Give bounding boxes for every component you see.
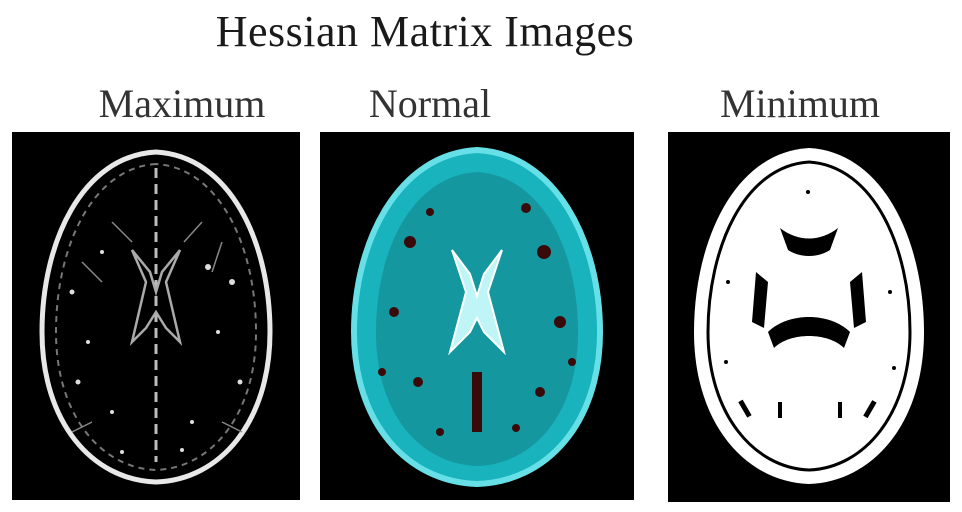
panel-label-maximum: Maximum [98, 81, 266, 126]
panel-label-normal: Normal [368, 81, 492, 126]
normal-brain-image [320, 132, 634, 500]
minimum-brain-image [668, 132, 950, 502]
maximum-image-panel [12, 132, 300, 500]
normal-image-panel [320, 132, 634, 500]
panel-label-minimum: Minimum [719, 81, 881, 126]
figure-title: Hessian Matrix Images [215, 7, 635, 56]
minimum-image-panel [668, 132, 950, 502]
maximum-brain-image [12, 132, 300, 500]
